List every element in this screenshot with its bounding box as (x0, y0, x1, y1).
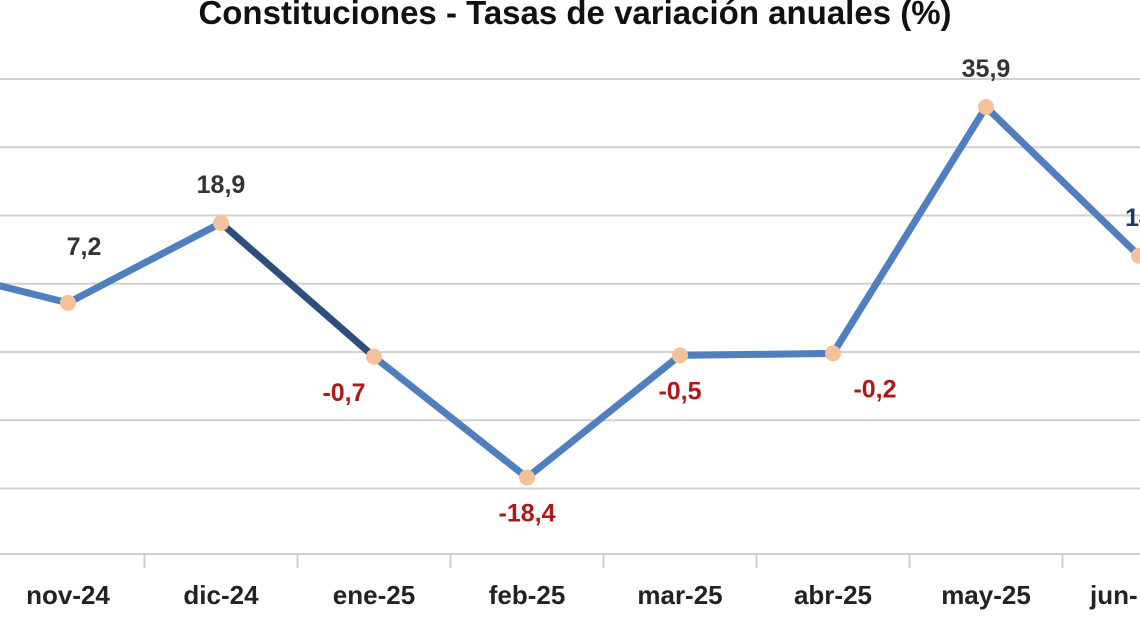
data-point (1131, 247, 1140, 264)
data-label: 14 (1125, 204, 1140, 232)
series-segment (370, 353, 531, 482)
data-point (60, 294, 76, 311)
data-point (825, 345, 841, 362)
data-label: -0,2 (853, 375, 896, 403)
x-tick-label: dic-24 (183, 580, 259, 610)
data-point (672, 347, 688, 364)
series-line (0, 103, 1140, 482)
data-label: 18,9 (197, 171, 246, 199)
x-tick-label: ene-25 (333, 580, 415, 610)
data-labels: 7,2 18,9 -0,7 -18,4 -0,5 -0,2 35,9 14 (67, 55, 1140, 528)
x-tick-label: jun- (1089, 580, 1138, 610)
series-segment (0, 282, 72, 307)
x-tick-label: may-25 (941, 580, 1031, 610)
data-point (213, 215, 229, 232)
series-segment (217, 219, 378, 361)
x-tick-label: nov-24 (26, 580, 110, 610)
data-label: 7,2 (67, 233, 102, 261)
x-tick-label: feb-25 (489, 580, 566, 610)
x-tick-label: abr-25 (794, 580, 872, 610)
grid-lines (0, 78, 1140, 490)
data-point (366, 348, 382, 365)
series-segment (982, 103, 1140, 260)
data-label: -0,5 (658, 377, 701, 405)
x-tick-label: mar-25 (637, 580, 722, 610)
series-segment (676, 349, 837, 359)
x-axis (0, 553, 1140, 568)
series-segment (523, 351, 684, 482)
data-label: 35,9 (962, 55, 1011, 83)
data-label: -18,4 (499, 500, 556, 528)
data-point (519, 469, 535, 486)
data-point (978, 99, 994, 115)
series-segment (64, 219, 225, 307)
x-tick-labels: nov-24 dic-24 ene-25 feb-25 mar-25 abr-25 may-… (26, 580, 1138, 610)
series-markers (60, 99, 1140, 486)
series-segment (829, 103, 990, 357)
data-label: -0,7 (322, 379, 365, 407)
chart-title: Constituciones - Tasas de variación anua… (198, 0, 951, 31)
